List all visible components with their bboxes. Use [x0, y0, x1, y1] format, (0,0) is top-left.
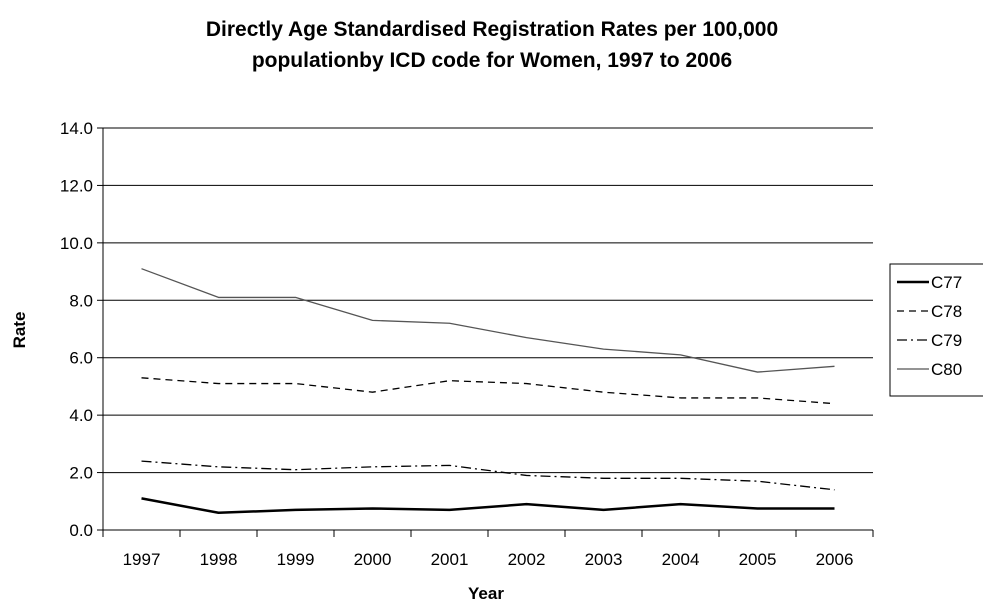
legend-box — [889, 263, 983, 397]
series-line-c77 — [141, 497, 835, 515]
y-tick-labels: 0.0 2.0 4.0 6.0 8.0 10.0 12.0 14.0 — [60, 119, 93, 540]
chart-title-line2: populationby ICD code for Women, 1997 to… — [252, 49, 732, 72]
series-lines — [141, 268, 835, 515]
legend-label-c77: C77 — [931, 273, 962, 292]
x-tick-label: 2003 — [585, 550, 623, 569]
chart-title-line1: Directly Age Standardised Registration R… — [206, 18, 778, 41]
y-tick-label: 0.0 — [69, 521, 93, 540]
x-tick-label: 1999 — [277, 550, 315, 569]
x-tick-label: 2000 — [354, 550, 392, 569]
y-tick-label: 2.0 — [69, 464, 93, 483]
y-tick-label: 12.0 — [60, 176, 93, 195]
x-tick-label: 2006 — [816, 550, 854, 569]
legend-label-c78: C78 — [931, 302, 962, 321]
legend: C77 C78 C79 C80 — [889, 263, 983, 397]
axes — [97, 127, 874, 537]
y-tick-label: 10.0 — [60, 234, 93, 253]
y-tick-label: 14.0 — [60, 119, 93, 138]
x-tick-label: 2005 — [739, 550, 777, 569]
y-tick-label: 4.0 — [69, 406, 93, 425]
x-tick-label: 2002 — [508, 550, 546, 569]
x-tick-label: 2001 — [431, 550, 469, 569]
x-tick-label: 2004 — [662, 550, 700, 569]
legend-label-c80: C80 — [931, 360, 962, 379]
x-tick-label: 1998 — [200, 550, 238, 569]
series-line-c78 — [141, 377, 835, 405]
x-tick-label: 1997 — [123, 550, 161, 569]
series-line-c80 — [141, 268, 835, 373]
x-tick-labels: 1997 1998 1999 2000 2001 2002 2003 2004 2005 2006 — [123, 550, 854, 569]
y-tick-label: 8.0 — [69, 291, 93, 310]
grid-lines — [103, 127, 873, 474]
y-axis-label: Rate — [10, 312, 29, 349]
series-line-c79 — [141, 460, 835, 491]
y-tick-label: 6.0 — [69, 349, 93, 368]
legend-label-c79: C79 — [931, 331, 962, 350]
x-axis-label: Year — [468, 584, 504, 603]
